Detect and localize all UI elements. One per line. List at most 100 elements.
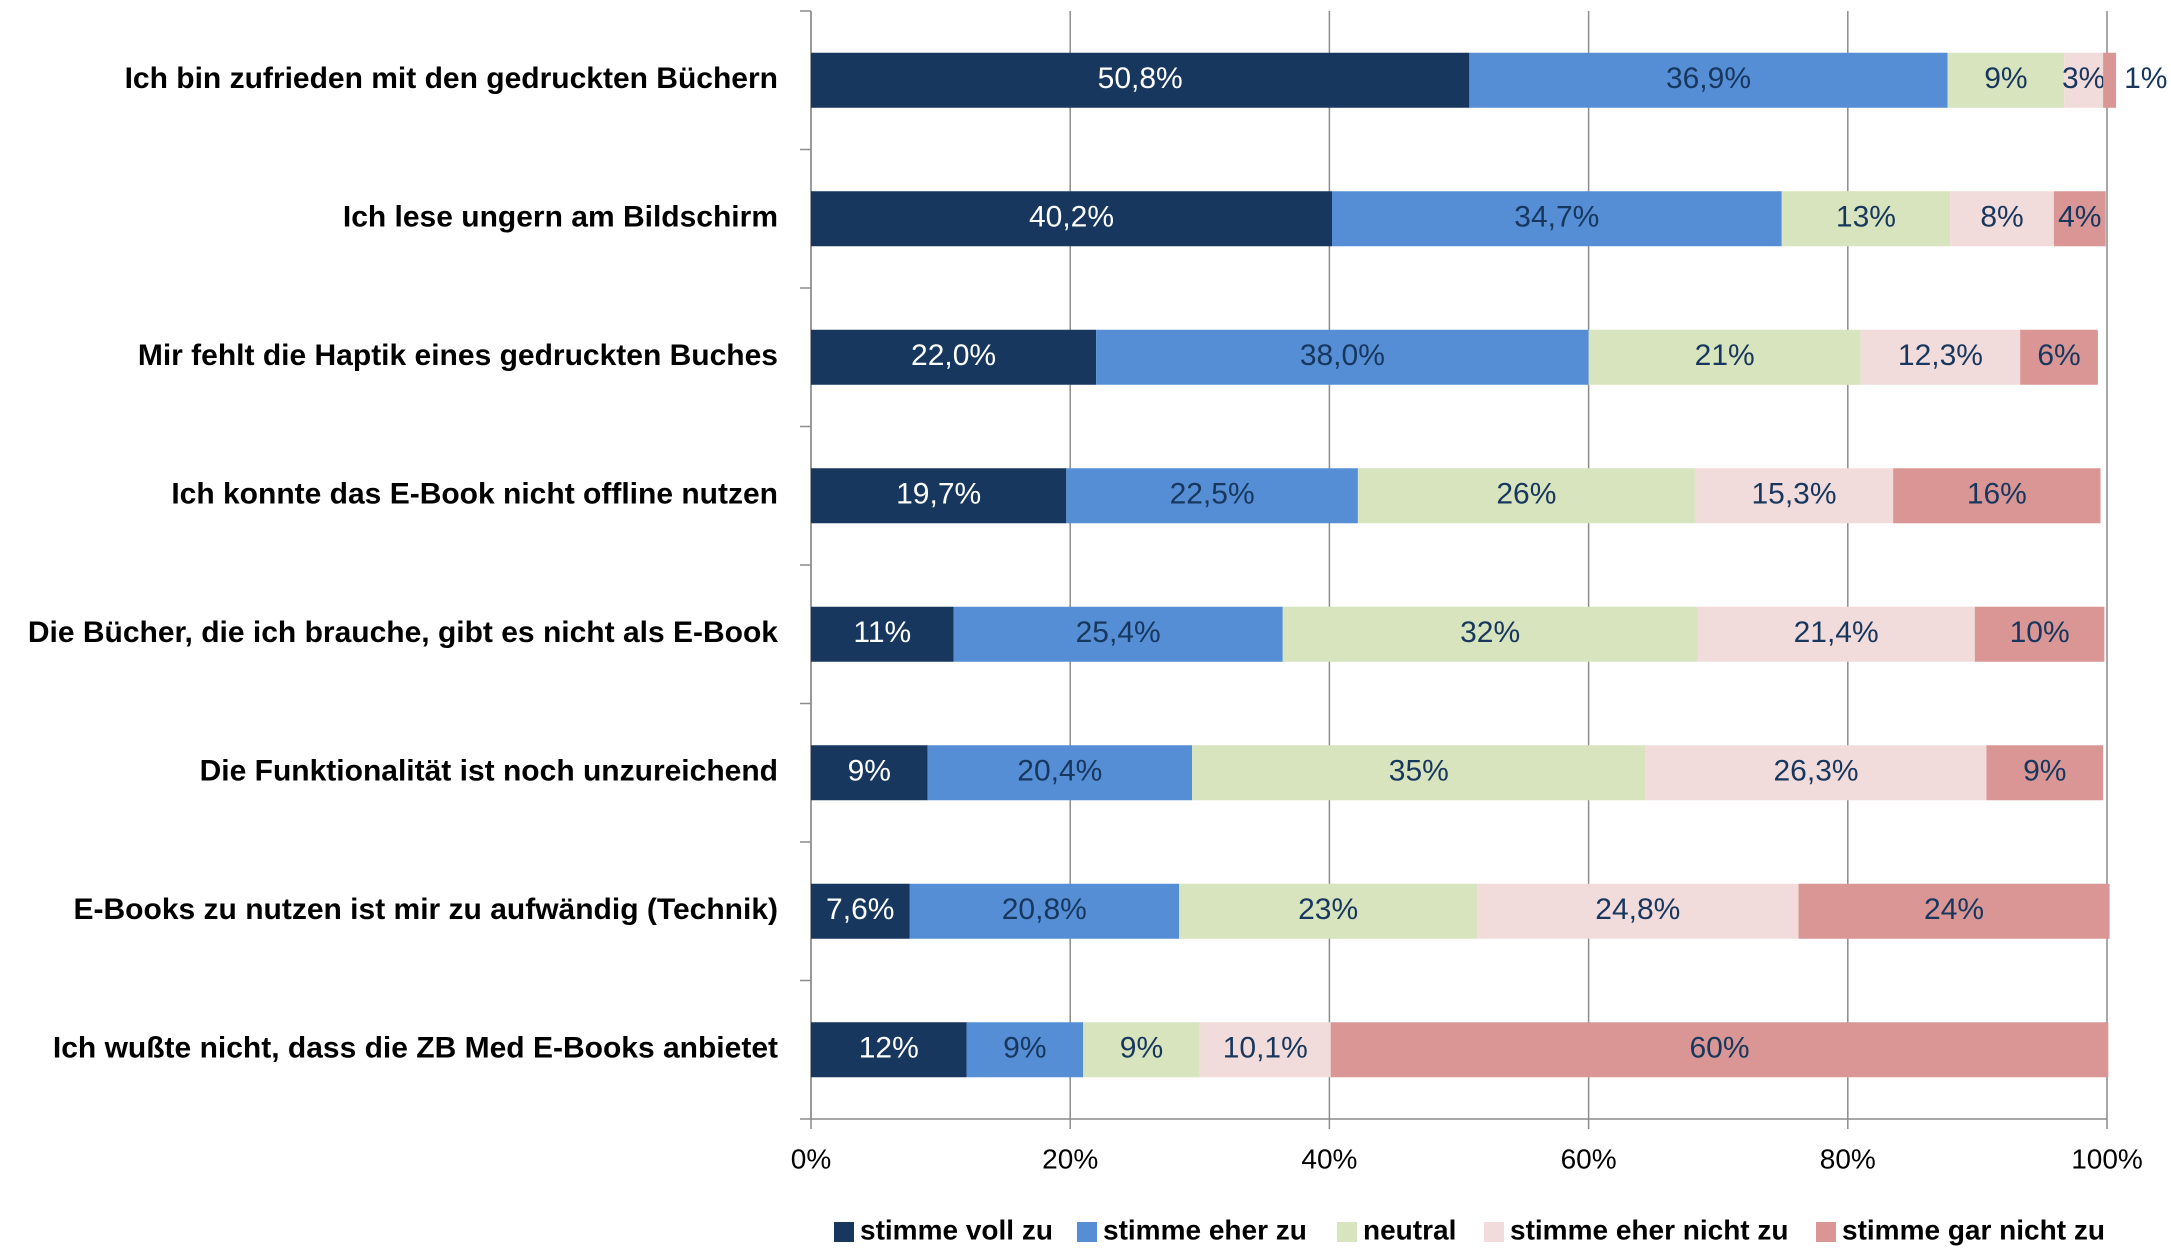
bar-segment: [966, 1022, 1084, 1078]
value-label: 36,9%: [1666, 62, 1751, 95]
category-label: Ich bin zufrieden mit den gedruckten Büc…: [125, 62, 778, 95]
legend-swatch: [1077, 1222, 1097, 1242]
value-label: 8%: [1980, 201, 2023, 234]
bar-segment: [1477, 883, 1799, 939]
bar-segment: [1798, 883, 2110, 939]
value-label: 24,8%: [1595, 893, 1680, 926]
bar-segment: [953, 606, 1283, 662]
bar-segment: [811, 468, 1067, 524]
value-label: 25,4%: [1076, 616, 1161, 649]
value-label: 6%: [2037, 339, 2080, 372]
bar-segment: [811, 745, 928, 801]
category-label: Die Funktionalität ist noch unzureichend: [200, 755, 778, 788]
value-label: 4%: [2058, 201, 2101, 234]
value-label: 9%: [1120, 1032, 1163, 1065]
bar-segment: [927, 745, 1193, 801]
bar-segment: [811, 606, 954, 662]
value-label: 9%: [848, 755, 891, 788]
bar-segment: [1096, 329, 1589, 385]
bar-segment: [1066, 468, 1358, 524]
bar-segment: [1645, 745, 1987, 801]
value-label: 40,2%: [1029, 201, 1114, 234]
value-label: 11%: [853, 616, 911, 649]
value-label: 22,5%: [1170, 478, 1255, 511]
value-label: 12,3%: [1898, 339, 1983, 372]
value-label: 20,8%: [1002, 893, 1087, 926]
bar-segment: [1986, 745, 2104, 801]
value-label: 9%: [1003, 1032, 1046, 1065]
value-label: 9%: [2023, 755, 2066, 788]
value-label: 9%: [1984, 62, 2027, 95]
category-label: Mir fehlt die Haptik eines gedruckten Bu…: [138, 339, 778, 372]
bar-segment: [1893, 468, 2101, 524]
bar-segment: [1694, 468, 1894, 524]
legend-swatch: [834, 1222, 854, 1242]
x-tick-label: 0%: [791, 1143, 831, 1174]
x-tick-label: 80%: [1820, 1143, 1876, 1174]
value-label: 22,0%: [911, 339, 996, 372]
legend-swatch: [1484, 1222, 1504, 1242]
value-label: 32%: [1460, 616, 1520, 649]
value-label: 24%: [1924, 893, 1984, 926]
value-label: 12%: [859, 1032, 919, 1065]
legend-label: stimme eher nicht zu: [1510, 1214, 1789, 1245]
bar-segment: [1282, 606, 1698, 662]
value-label: 38,0%: [1300, 339, 1385, 372]
value-label: 3%: [2062, 62, 2105, 95]
bar-segment: [1781, 191, 1951, 247]
bar-segment: [2064, 52, 2104, 108]
legend-swatch: [1337, 1222, 1357, 1242]
value-label: 7,6%: [826, 893, 894, 926]
value-label: 20,4%: [1017, 755, 1102, 788]
value-label: 21%: [1695, 339, 1755, 372]
bar-segment: [2103, 52, 2117, 108]
value-label: 50,8%: [1098, 62, 1183, 95]
legend-label: stimme gar nicht zu: [1842, 1214, 2105, 1245]
x-tick-label: 60%: [1561, 1143, 1617, 1174]
value-label: 34,7%: [1514, 201, 1599, 234]
value-label: 19,7%: [896, 478, 981, 511]
category-label: Ich wußte nicht, dass die ZB Med E-Books…: [53, 1032, 778, 1065]
x-tick-label: 20%: [1042, 1143, 1098, 1174]
bar-segment: [909, 883, 1180, 939]
value-label: 23%: [1298, 893, 1358, 926]
bar-segment: [811, 883, 910, 939]
x-tick-label: 100%: [2071, 1143, 2143, 1174]
bar-segment: [2020, 329, 2098, 385]
x-tick-label: 40%: [1301, 1143, 1357, 1174]
value-label: 26%: [1496, 478, 1556, 511]
value-label: 10%: [2010, 616, 2070, 649]
category-label: Ich lese ungern am Bildschirm: [343, 201, 778, 234]
value-label: 26,3%: [1774, 755, 1859, 788]
legend-swatch: [1816, 1222, 1836, 1242]
bar-segment: [1083, 1022, 1200, 1078]
bar-segment: [811, 191, 1332, 247]
bar-segment: [1179, 883, 1478, 939]
bar-segment: [811, 1022, 967, 1078]
value-label: 35%: [1389, 755, 1449, 788]
category-label: Ich konnte das E-Book nicht offline nutz…: [171, 478, 778, 511]
bar-segment: [1199, 1022, 1331, 1078]
bar-segment: [1331, 191, 1782, 247]
category-label: Die Bücher, die ich brauche, gibt es nic…: [28, 616, 778, 649]
legend-label: stimme voll zu: [860, 1214, 1053, 1245]
value-label: 13%: [1836, 201, 1896, 234]
bar-segment: [1192, 745, 1646, 801]
bar-segment: [1469, 52, 1948, 108]
bar-segment: [1330, 1022, 2109, 1078]
bar-segment: [1588, 329, 1861, 385]
value-label: 60%: [1689, 1032, 1749, 1065]
bar-segment: [1950, 191, 2054, 247]
bar-segment: [1974, 606, 2105, 662]
value-label: 16%: [1967, 478, 2027, 511]
value-label: 10,1%: [1223, 1032, 1308, 1065]
legend-label: neutral: [1363, 1214, 1456, 1245]
value-label: 1%: [2124, 62, 2167, 95]
legend-label: stimme eher zu: [1103, 1214, 1307, 1245]
bar-segment: [1697, 606, 1975, 662]
value-label: 15,3%: [1751, 478, 1836, 511]
bar-segment: [1357, 468, 1695, 524]
bar-segment: [1947, 52, 2065, 108]
bar-segment: [1860, 329, 2021, 385]
